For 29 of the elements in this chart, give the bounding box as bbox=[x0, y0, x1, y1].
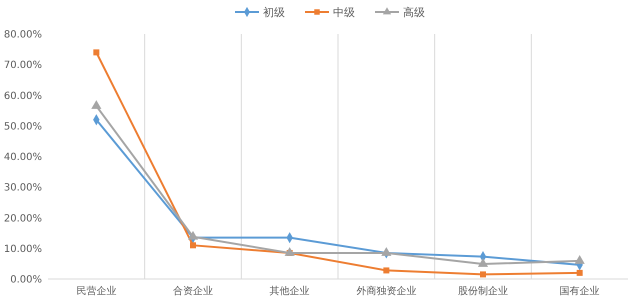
point bbox=[284, 247, 295, 256]
point bbox=[190, 242, 196, 248]
legend-label: 初级 bbox=[263, 6, 285, 19]
y-tick-label: 0.00% bbox=[10, 274, 42, 286]
x-tick-label: 国有企业 bbox=[560, 285, 600, 297]
x-tick-label: 合资企业 bbox=[173, 285, 213, 297]
point bbox=[576, 270, 583, 276]
point bbox=[574, 255, 585, 264]
point bbox=[478, 258, 488, 267]
y-tick-label: 70.00% bbox=[4, 60, 42, 72]
point bbox=[381, 247, 392, 256]
y-tick-label: 80.00% bbox=[4, 30, 42, 40]
point bbox=[383, 267, 390, 274]
y-tick-label: 30.00% bbox=[4, 182, 42, 194]
y-tick-label: 40.00% bbox=[4, 152, 42, 163]
y-tick-label: 20.00% bbox=[4, 213, 42, 224]
x-tick-label: 其他企业 bbox=[270, 285, 310, 297]
y-tick-label: 10.00% bbox=[4, 244, 42, 255]
x-tick-label: 外商独资企业 bbox=[356, 285, 416, 297]
x-tick-label: 股份制企业 bbox=[458, 285, 508, 297]
x-tick-label: 民营企业 bbox=[76, 285, 116, 297]
legend-label: 高级 bbox=[403, 6, 425, 19]
legend-label: 中级 bbox=[333, 6, 355, 19]
y-tick-label: 50.00% bbox=[4, 121, 42, 132]
point bbox=[480, 271, 486, 278]
point bbox=[188, 230, 198, 240]
point bbox=[91, 100, 102, 109]
y-tick-label: 60.00% bbox=[4, 90, 42, 102]
point bbox=[93, 49, 100, 56]
